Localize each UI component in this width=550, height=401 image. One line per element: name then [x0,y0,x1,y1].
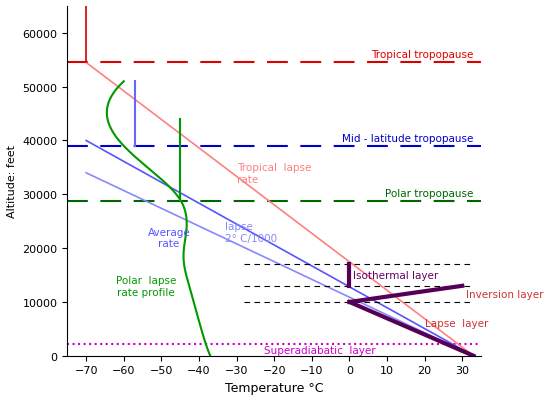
Text: Superadiabatic  layer: Superadiabatic layer [263,345,375,355]
Y-axis label: Altitude: feet: Altitude: feet [7,145,17,218]
Text: Inversion layer: Inversion layer [466,289,543,299]
X-axis label: Temperature °C: Temperature °C [225,381,323,394]
Text: Tropical tropopause: Tropical tropopause [371,50,474,60]
Text: Polar  lapse
rate profile: Polar lapse rate profile [116,275,177,297]
Text: Tropical  lapse
rate: Tropical lapse rate [236,162,311,184]
Text: Average
rate: Average rate [147,227,190,249]
Text: Isothermal layer: Isothermal layer [353,270,438,280]
Text: Polar tropopause: Polar tropopause [385,188,474,198]
Text: Lapse  layer: Lapse layer [425,319,488,329]
Text: Mid - latitude tropopause: Mid - latitude tropopause [342,133,474,143]
Text: lapse
2° C/1000: lapse 2° C/1000 [226,222,277,243]
